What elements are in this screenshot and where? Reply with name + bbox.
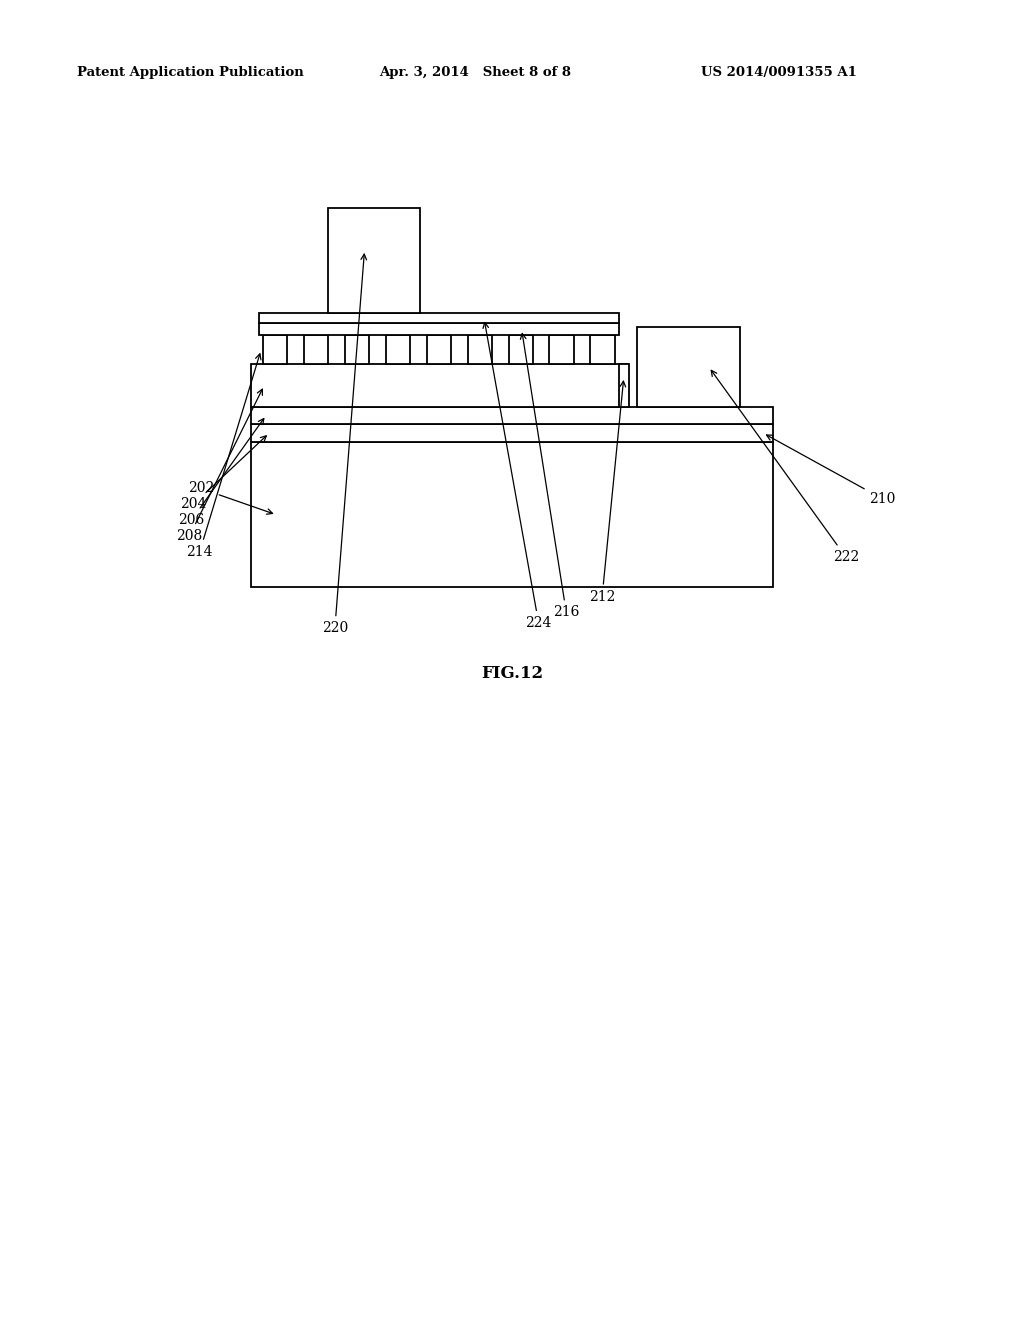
- Text: 222: 222: [712, 371, 859, 564]
- Bar: [591, 335, 615, 364]
- Bar: [251, 442, 773, 587]
- Bar: [304, 335, 329, 364]
- Text: Apr. 3, 2014   Sheet 8 of 8: Apr. 3, 2014 Sheet 8 of 8: [379, 66, 571, 79]
- Bar: [345, 335, 370, 364]
- Bar: [251, 424, 773, 442]
- Bar: [618, 364, 629, 407]
- Text: 210: 210: [767, 436, 896, 506]
- Bar: [259, 323, 618, 335]
- Text: 208: 208: [176, 389, 262, 543]
- Text: Patent Application Publication: Patent Application Publication: [77, 66, 303, 79]
- Bar: [468, 335, 493, 364]
- Bar: [251, 407, 773, 424]
- Text: 216: 216: [520, 334, 580, 619]
- Text: 224: 224: [483, 322, 552, 630]
- Bar: [637, 327, 739, 407]
- Bar: [427, 335, 452, 364]
- Text: 214: 214: [186, 354, 261, 558]
- Text: FIG.12: FIG.12: [481, 665, 543, 681]
- Bar: [550, 335, 574, 364]
- Text: 202: 202: [187, 482, 272, 515]
- Bar: [263, 335, 288, 364]
- Text: 204: 204: [180, 436, 266, 511]
- Text: 212: 212: [589, 381, 626, 603]
- Bar: [328, 207, 420, 313]
- Bar: [509, 335, 534, 364]
- Bar: [386, 335, 411, 364]
- Text: US 2014/0091355 A1: US 2014/0091355 A1: [701, 66, 857, 79]
- Text: 206: 206: [178, 418, 264, 527]
- Text: 220: 220: [322, 255, 367, 635]
- Bar: [259, 313, 618, 323]
- Bar: [251, 364, 627, 407]
